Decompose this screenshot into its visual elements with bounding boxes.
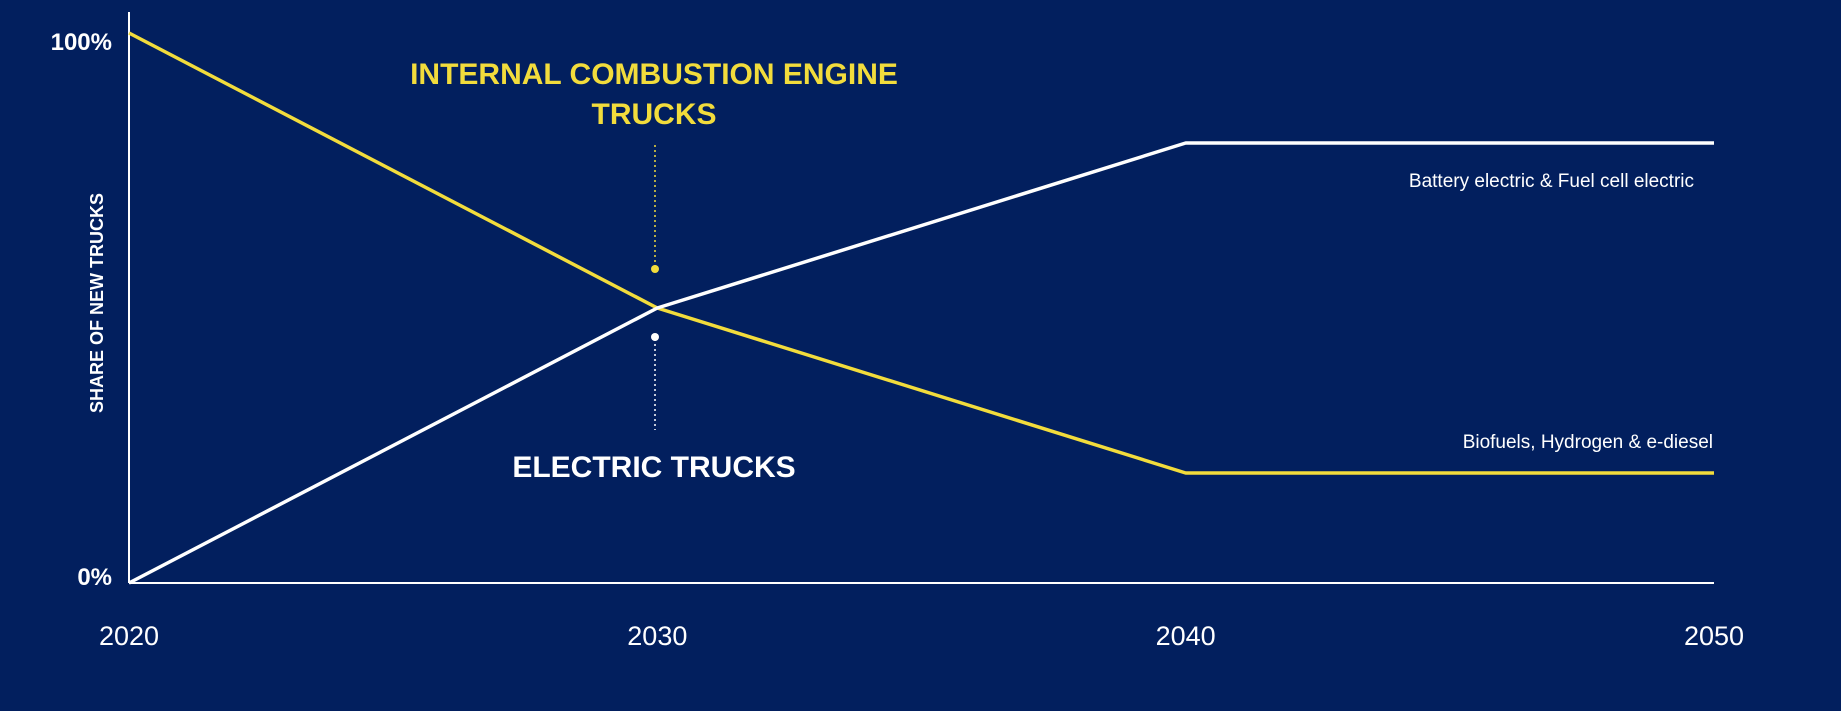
electric-annotation: ELECTRIC TRUCKS — [512, 451, 795, 484]
ice-annotation-dot — [651, 265, 659, 273]
ice-trucks-line — [128, 31, 1714, 475]
x-tick-label-2030: 2030 — [627, 621, 687, 651]
y-tick-label-min: 0% — [77, 564, 112, 591]
y-tick-label-max: 100% — [51, 29, 112, 56]
ice-annotation-line2: TRUCKS — [592, 98, 717, 131]
ice-annotation-line1: INTERNAL COMBUSTION ENGINE — [410, 58, 898, 91]
electric-end-note: Battery electric & Fuel cell electric — [1409, 171, 1694, 192]
x-tick-label-2020: 2020 — [99, 621, 159, 651]
y-axis-label: SHARE OF NEW TRUCKS — [87, 193, 107, 413]
x-tick-labels: 2020 2030 2040 2050 — [99, 621, 1744, 651]
series-lines — [128, 31, 1714, 585]
x-tick-label-2050: 2050 — [1684, 621, 1744, 651]
x-tick-label-2040: 2040 — [1156, 621, 1216, 651]
electric-annotation-dot — [651, 333, 659, 341]
ice-end-note: Biofuels, Hydrogen & e-diesel — [1463, 432, 1713, 453]
electric-trucks-line — [128, 141, 1714, 585]
